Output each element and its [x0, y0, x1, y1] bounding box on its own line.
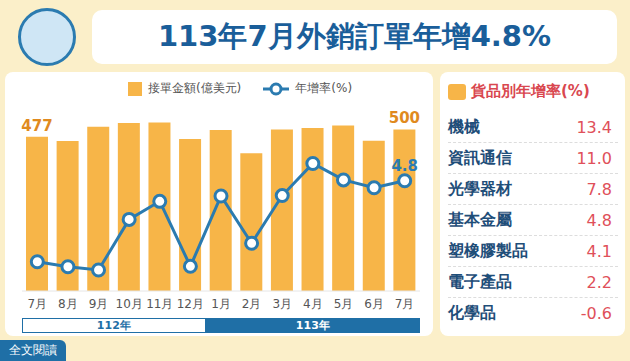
html-text:光學器材: 光學器材	[448, 178, 512, 198]
svg-text:8月: 8月	[58, 297, 78, 311]
html-text:13.4: 13.4	[576, 117, 612, 137]
html-text:11.0: 11.0	[576, 148, 612, 168]
svg-text:12月: 12月	[177, 297, 204, 311]
html-text:機械: 機械	[448, 116, 480, 136]
svg-text:9月: 9月	[89, 297, 109, 311]
svg-text:4月: 4月	[303, 297, 323, 311]
html-text:7.8: 7.8	[586, 179, 612, 199]
svg-text:5月: 5月	[334, 297, 354, 311]
html-text:資訊通信: 資訊通信	[448, 147, 512, 167]
svg-text:3月: 3月	[272, 297, 292, 311]
svg-text:1月: 1月	[211, 297, 231, 311]
html-text:112年: 112年	[96, 319, 131, 332]
html-text:4.1: 4.1	[586, 241, 612, 261]
svg-text:7月: 7月	[395, 297, 415, 311]
html-text:2.2: 2.2	[586, 272, 612, 292]
html-text:貨品別年增率(%): 貨品別年增率(%)	[471, 82, 590, 100]
svg-text:7月: 7月	[27, 297, 47, 311]
html-text:年增率(%): 年增率(%)	[295, 81, 353, 95]
html-text:113年7月外銷訂單年增4.8%: 113年7月外銷訂單年增4.8%	[157, 19, 552, 53]
svg-text:10月: 10月	[116, 297, 143, 311]
html-text:化學品: 化學品	[448, 302, 496, 322]
svg-text:11月: 11月	[146, 297, 173, 311]
html-text:-0.6: -0.6	[580, 303, 612, 323]
html-text:113年: 113年	[295, 319, 330, 332]
html-text:接單金額(億美元): 接單金額(億美元)	[147, 81, 242, 95]
html-text:4.8: 4.8	[586, 210, 612, 230]
html-text:基本金屬: 基本金屬	[448, 209, 512, 229]
html-text:電子產品: 電子產品	[448, 271, 512, 291]
svg-text:477: 477	[21, 117, 52, 135]
svg-text:2月: 2月	[242, 297, 262, 311]
svg-text:500: 500	[389, 109, 420, 127]
svg-text:6月: 6月	[364, 297, 384, 311]
html-text:塑橡膠製品: 塑橡膠製品	[448, 240, 528, 260]
html-text:全文閱讀: 全文閱讀	[9, 343, 57, 357]
svg-text:4.8: 4.8	[391, 157, 418, 175]
